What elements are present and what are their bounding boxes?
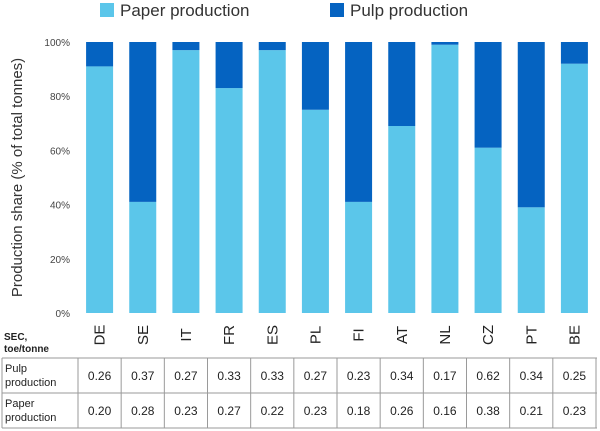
y-axis-title: Production share (% of total tonnes) xyxy=(9,58,26,297)
table-row-label-line1: Pulp xyxy=(5,363,27,375)
bar-pulp-de xyxy=(86,42,114,67)
bar-paper-cz xyxy=(474,147,502,313)
bar-pulp-es xyxy=(258,42,286,51)
x-tick-label: SE xyxy=(135,325,152,345)
bar-pulp-fi xyxy=(345,42,373,202)
legend-swatch-1 xyxy=(100,3,114,17)
bar-pulp-it xyxy=(172,42,200,51)
x-tick-label: PL xyxy=(307,326,324,344)
bar-paper-se xyxy=(129,201,157,313)
bar-paper-de xyxy=(86,66,114,313)
bar-paper-be xyxy=(560,63,588,314)
bar-pulp-at xyxy=(388,42,416,127)
bar-paper-pl xyxy=(301,109,329,313)
table-cell: 0.37 xyxy=(131,369,155,383)
sec-header-line1: SEC, xyxy=(4,332,28,343)
y-tick-label: 20% xyxy=(50,255,70,266)
table-cell: 0.34 xyxy=(520,369,544,383)
bar-pulp-nl xyxy=(431,42,459,45)
bar-paper-fi xyxy=(345,201,373,313)
bar-pulp-pl xyxy=(301,42,329,110)
legend-label-1: Paper production xyxy=(120,1,249,20)
y-tick-label: 60% xyxy=(50,146,70,157)
x-tick-label: AT xyxy=(394,326,411,344)
bar-pulp-be xyxy=(560,42,588,64)
sec-header-line2: toe/tonne xyxy=(4,344,49,355)
table-cell: 0.38 xyxy=(476,404,500,418)
y-tick-label: 40% xyxy=(50,201,70,212)
bar-paper-at xyxy=(388,126,416,313)
bar-paper-es xyxy=(258,50,286,313)
bar-paper-fr xyxy=(215,88,243,313)
table-cell: 0.33 xyxy=(261,369,285,383)
table-cell: 0.23 xyxy=(347,369,371,383)
x-tick-label: IT xyxy=(178,328,195,341)
table-cell: 0.22 xyxy=(261,404,285,418)
bar-pulp-pt xyxy=(517,42,545,208)
table-cell: 0.27 xyxy=(174,369,198,383)
x-tick-label: ES xyxy=(264,325,281,345)
bar-pulp-fr xyxy=(215,42,243,89)
table-cell: 0.28 xyxy=(131,404,155,418)
table-row-label-line2: production xyxy=(5,412,56,424)
x-tick-label: FR xyxy=(221,325,238,345)
table-cell: 0.23 xyxy=(174,404,198,418)
table-row-label-line1: Paper xyxy=(5,398,35,410)
x-tick-label: FI xyxy=(351,328,368,341)
table-cell: 0.17 xyxy=(433,369,457,383)
table-cell: 0.23 xyxy=(304,404,328,418)
y-tick-label: 80% xyxy=(50,92,70,103)
legend-label-2: Pulp production xyxy=(350,1,468,20)
table-cell: 0.34 xyxy=(390,369,414,383)
table-cell: 0.26 xyxy=(88,369,112,383)
legend-swatch-2 xyxy=(330,3,344,17)
bar-paper-pt xyxy=(517,207,545,313)
table-cell: 0.27 xyxy=(217,404,241,418)
table-row-label-line2: production xyxy=(5,377,56,389)
bar-paper-nl xyxy=(431,44,459,314)
table-cell: 0.26 xyxy=(390,404,414,418)
table-cell: 0.27 xyxy=(304,369,328,383)
table-cell: 0.16 xyxy=(433,404,457,418)
y-tick-label: 0% xyxy=(56,309,71,320)
y-tick-label: 100% xyxy=(44,38,70,49)
table-cell: 0.21 xyxy=(520,404,544,418)
table-cell: 0.33 xyxy=(217,369,241,383)
bar-paper-it xyxy=(172,50,200,313)
table-cell: 0.20 xyxy=(88,404,112,418)
bar-pulp-cz xyxy=(474,42,502,148)
x-tick-label: DE xyxy=(92,325,109,346)
table-cell: 0.18 xyxy=(347,404,371,418)
x-tick-label: PT xyxy=(523,325,540,344)
table-cell: 0.23 xyxy=(563,404,587,418)
table-cell: 0.62 xyxy=(476,369,500,383)
x-tick-label: BE xyxy=(566,325,583,345)
x-tick-label: CZ xyxy=(480,325,497,345)
bar-pulp-se xyxy=(129,42,157,202)
table-cell: 0.25 xyxy=(563,369,587,383)
x-tick-label: NL xyxy=(437,325,454,344)
